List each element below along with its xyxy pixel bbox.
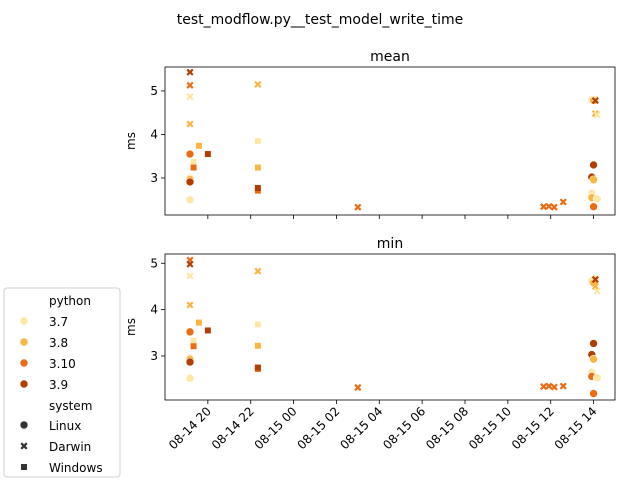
data-point [254,342,261,349]
data-point [254,321,261,328]
data-point [185,195,195,205]
y-tick-label: 5 [150,84,158,98]
plot-frame [164,253,616,401]
data-point [254,267,262,275]
legend-python-label: 3.9 [49,378,68,392]
panel-title: min [377,236,403,252]
plot-frame [164,66,616,216]
data-point [254,364,261,371]
data-point [593,111,601,119]
data-point [559,382,567,390]
data-point [589,202,598,212]
x-tick-label: 08-15 12 [509,404,557,452]
legend-system-title: system [49,399,92,413]
data-point [186,272,194,280]
data-point [354,383,362,392]
x-tick-label: 08-14 20 [166,404,214,452]
data-point [186,68,194,76]
data-point [559,198,567,206]
legend-system-label: Darwin [49,440,91,454]
y-tick-label: 3 [150,349,158,363]
legend-python-label: 3.7 [49,315,68,329]
data-point [190,343,197,350]
data-point [589,160,598,170]
data-point [195,319,202,326]
data-point [190,158,197,165]
data-point [354,203,362,211]
data-point [589,175,598,185]
data-point [539,203,548,211]
data-point [254,138,261,144]
x-tick-label: 08-15 14 [552,404,600,452]
x-tick-label: 08-15 08 [423,404,471,452]
x-tick-label: 08-15 00 [252,404,300,452]
data-point [589,389,598,398]
legend-system-marker [21,464,27,470]
data-point [254,164,261,171]
data-point [186,260,194,268]
data-point [186,93,194,101]
legend-system-marker [20,442,28,450]
legend-python-marker [19,316,29,326]
data-point [593,287,601,295]
legend-system-marker [19,420,29,430]
data-point [591,96,599,105]
data-point [589,354,598,364]
y-tick-label: 5 [150,256,158,270]
legend: python system 3.7 3.8 3.10 3.9 Linux Darwin Wi… [3,287,121,478]
y-tick-label: 4 [150,303,158,317]
y-axis-label: ms [124,318,138,336]
data-point [186,81,194,89]
legend-python-marker [19,379,29,389]
legend-frame [3,287,121,478]
legend-system-label: Windows [49,461,103,475]
data-point [545,382,553,390]
data-point [592,373,602,383]
y-tick-label: 3 [150,171,158,185]
data-point [591,282,599,291]
legend-system-label: Linux [49,419,81,433]
data-point [185,373,195,383]
legend-python-marker [19,337,29,347]
data-point [550,383,558,391]
mean-panel: mean ms 3 4 5 [124,49,616,219]
legend-python-title: python [49,294,91,308]
x-tick-label: 08-15 10 [466,404,514,452]
figure-title: test_modflow.py__test_model_write_time [177,12,463,28]
data-point [190,164,197,171]
legend-python-label: 3.8 [49,336,68,350]
x-tick-label: 08-15 06 [380,404,428,452]
data-point [539,382,548,391]
data-point [185,177,195,187]
y-axis-label: ms [124,132,138,150]
x-tick-label: 08-14 22 [209,404,257,452]
data-point [195,142,202,149]
data-point [185,327,195,337]
data-point [545,202,553,210]
data-point [550,203,558,211]
data-point [204,151,211,158]
data-point [186,301,194,309]
data-point [254,80,262,88]
data-point [589,339,598,348]
data-point [591,95,599,103]
data-point [254,185,261,192]
panel-title: mean [370,49,410,65]
data-point [190,337,197,344]
data-point [204,327,211,334]
legend-python-label: 3.10 [49,357,76,371]
x-tick-label: 08-15 04 [337,404,385,452]
data-point [185,357,195,367]
legend-python-marker [19,358,29,368]
data-point [592,194,602,204]
data-point [185,149,195,159]
x-tick-label: 08-15 02 [294,404,342,452]
y-tick-label: 4 [150,127,158,141]
data-point [591,275,599,284]
data-point [186,120,194,128]
